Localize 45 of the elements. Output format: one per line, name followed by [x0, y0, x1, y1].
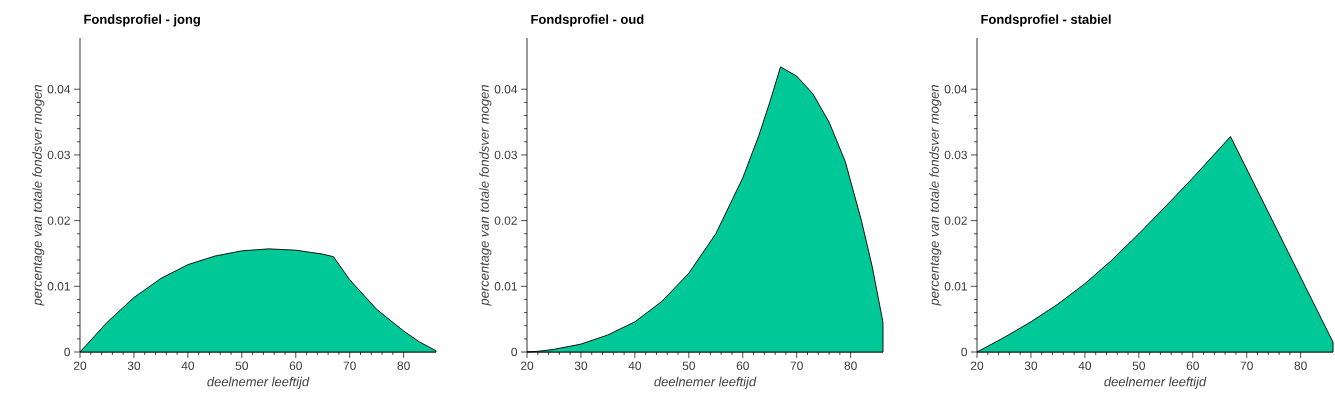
y-tick-label: 0 — [64, 347, 71, 357]
y-tick-label: 0.03 — [47, 150, 70, 160]
y-tick-label: 0.04 — [944, 85, 968, 94]
x-tick-label: 20 — [520, 361, 534, 370]
x-axis-title: deelnemer leeftijd — [654, 376, 757, 389]
y-tick-label: 0.04 — [47, 85, 71, 94]
y-tick-label: 0 — [511, 347, 518, 357]
x-tick-label: 70 — [343, 361, 356, 370]
x-tick-label: 30 — [127, 361, 141, 370]
x-tick-label: 40 — [628, 361, 642, 370]
chart-title: Fondsprofiel - oud — [531, 14, 644, 27]
x-tick-label: 30 — [1024, 361, 1038, 370]
x-tick-label: 20 — [970, 361, 984, 370]
y-tick-label: 0.01 — [494, 282, 517, 291]
x-tick-label: 40 — [181, 361, 195, 370]
y-tick-label: 0.01 — [47, 282, 70, 291]
x-tick-label: 60 — [1186, 361, 1199, 370]
x-tick-label: 60 — [736, 361, 749, 370]
y-axis-title: percentage van totale fondsver mogen — [479, 85, 492, 306]
y-tick-label: 0.02 — [944, 216, 967, 225]
y-tick-label: 0.04 — [494, 85, 518, 94]
x-tick-label: 40 — [1078, 361, 1092, 370]
y-tick-label: 0.02 — [47, 216, 70, 225]
y-tick-label: 0.03 — [944, 150, 967, 160]
x-tick-label: 80 — [397, 361, 410, 370]
x-axis-title: deelnemer leeftijd — [207, 376, 310, 389]
y-tick-label: 0.02 — [494, 216, 517, 225]
y-tick-label: 0 — [961, 347, 968, 357]
x-tick-label: 70 — [1240, 361, 1253, 370]
x-tick-label: 50 — [1132, 361, 1146, 370]
chart-title: Fondsprofiel - stabiel — [981, 14, 1111, 27]
y-tick-label: 0.03 — [494, 150, 517, 160]
x-tick-label: 80 — [1294, 361, 1307, 370]
x-tick-label: 80 — [844, 361, 857, 370]
y-tick-label: 0.01 — [944, 282, 967, 291]
y-axis-title: percentage van totale fondsver mogen — [929, 85, 942, 306]
x-tick-label: 60 — [289, 361, 302, 370]
x-tick-label: 30 — [574, 361, 588, 370]
x-tick-label: 20 — [73, 361, 87, 370]
y-axis-title: percentage van totale fondsver mogen — [32, 85, 45, 306]
x-axis-title: deelnemer leeftijd — [1104, 376, 1207, 389]
x-tick-label: 50 — [682, 361, 696, 370]
chart-title: Fondsprofiel - jong — [84, 14, 200, 27]
x-tick-label: 50 — [235, 361, 248, 370]
x-tick-label: 70 — [790, 361, 803, 370]
